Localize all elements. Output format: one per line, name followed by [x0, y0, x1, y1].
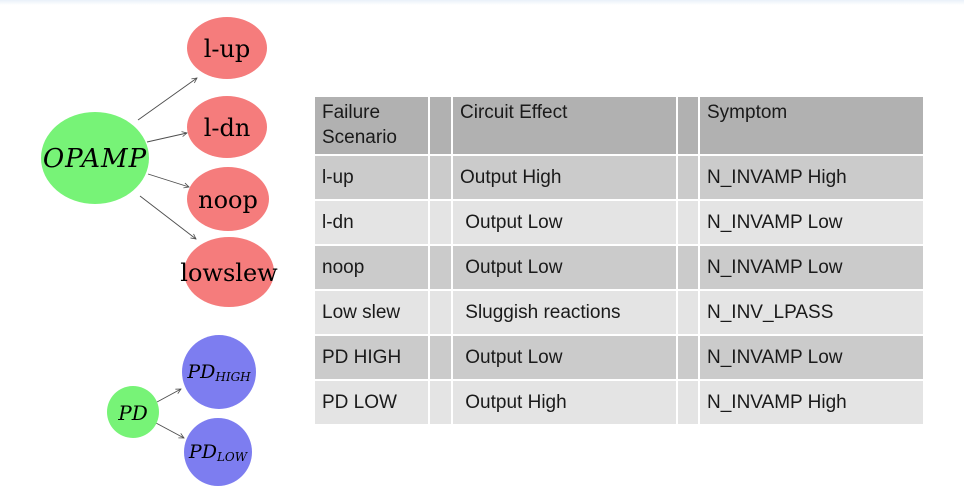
node-opamp-label: OPAMP — [43, 144, 147, 174]
cell-scenario: Low slew — [315, 291, 428, 334]
spacer-cell — [430, 336, 451, 379]
node-l-up — [187, 17, 267, 79]
node-pd — [107, 386, 159, 438]
spacer-cell — [678, 291, 698, 334]
cell-symptom: N_INVAMP Low — [700, 201, 923, 244]
cell-symptom: N_INVAMP High — [700, 156, 923, 199]
arrow-opamp-to-lup — [137, 77, 198, 121]
arrow-opamp-to-lowslew — [139, 195, 197, 240]
arrow-pd-to-pdlow — [155, 422, 185, 439]
cell-effect: Output High — [453, 156, 676, 199]
cell-effect: Output Low — [453, 201, 676, 244]
node-l-up-label: l-up — [204, 35, 251, 63]
spacer-cell — [430, 156, 451, 199]
cell-symptom: N_INVAMP High — [700, 381, 923, 424]
spacer-cell — [678, 246, 698, 289]
node-pd-low — [184, 418, 252, 486]
node-pd-high-label: PDHIGH — [186, 361, 251, 384]
node-lowslew-label: lowslew — [180, 259, 278, 287]
node-pd-label: PD — [117, 401, 148, 425]
arrow-opamp-to-ldn — [146, 131, 188, 143]
node-pd-low-label: PDLOW — [188, 441, 249, 464]
node-l-dn — [187, 96, 267, 158]
cell-symptom: N_INVAMP Low — [700, 246, 923, 289]
cell-effect: Output Low — [453, 246, 676, 289]
cell-symptom: N_INV_LPASS — [700, 291, 923, 334]
window-top-edge — [0, 0, 964, 5]
node-pd-high — [182, 335, 256, 409]
node-noop-label: noop — [198, 186, 258, 214]
node-lowslew — [184, 237, 274, 307]
spacer-cell — [430, 201, 451, 244]
node-noop — [187, 167, 269, 231]
cell-symptom: N_INVAMP Low — [700, 336, 923, 379]
spacer-cell — [430, 291, 451, 334]
column-header-symptom: Symptom — [700, 97, 923, 154]
cell-effect: Output High — [453, 381, 676, 424]
arrow-opamp-to-noop — [147, 173, 190, 189]
cell-scenario: PD HIGH — [315, 336, 428, 379]
spacer-cell — [430, 97, 451, 154]
spacer-cell — [678, 97, 698, 154]
cell-scenario: l-up — [315, 156, 428, 199]
arrow-pd-to-pdhigh — [156, 388, 182, 403]
column-header-failure-scenario: Failure Scenario — [315, 97, 428, 154]
node-l-dn-label: l-dn — [204, 114, 251, 142]
cell-scenario: noop — [315, 246, 428, 289]
node-opamp — [41, 112, 149, 204]
cell-scenario: PD LOW — [315, 381, 428, 424]
cell-effect: Output Low — [453, 336, 676, 379]
failure-scenario-table: Failure Scenario Circuit Effect Symptom … — [315, 97, 925, 424]
fault-tree-diagram: OPAMP l-up l-dn noop lowslew PD PDHIGH P… — [41, 17, 278, 486]
spacer-cell — [678, 156, 698, 199]
cell-effect: Sluggish reactions — [453, 291, 676, 334]
spacer-cell — [430, 381, 451, 424]
spacer-cell — [678, 381, 698, 424]
spacer-cell — [678, 336, 698, 379]
spacer-cell — [430, 246, 451, 289]
column-header-circuit-effect: Circuit Effect — [453, 97, 676, 154]
cell-scenario: l-dn — [315, 201, 428, 244]
spacer-cell — [678, 201, 698, 244]
